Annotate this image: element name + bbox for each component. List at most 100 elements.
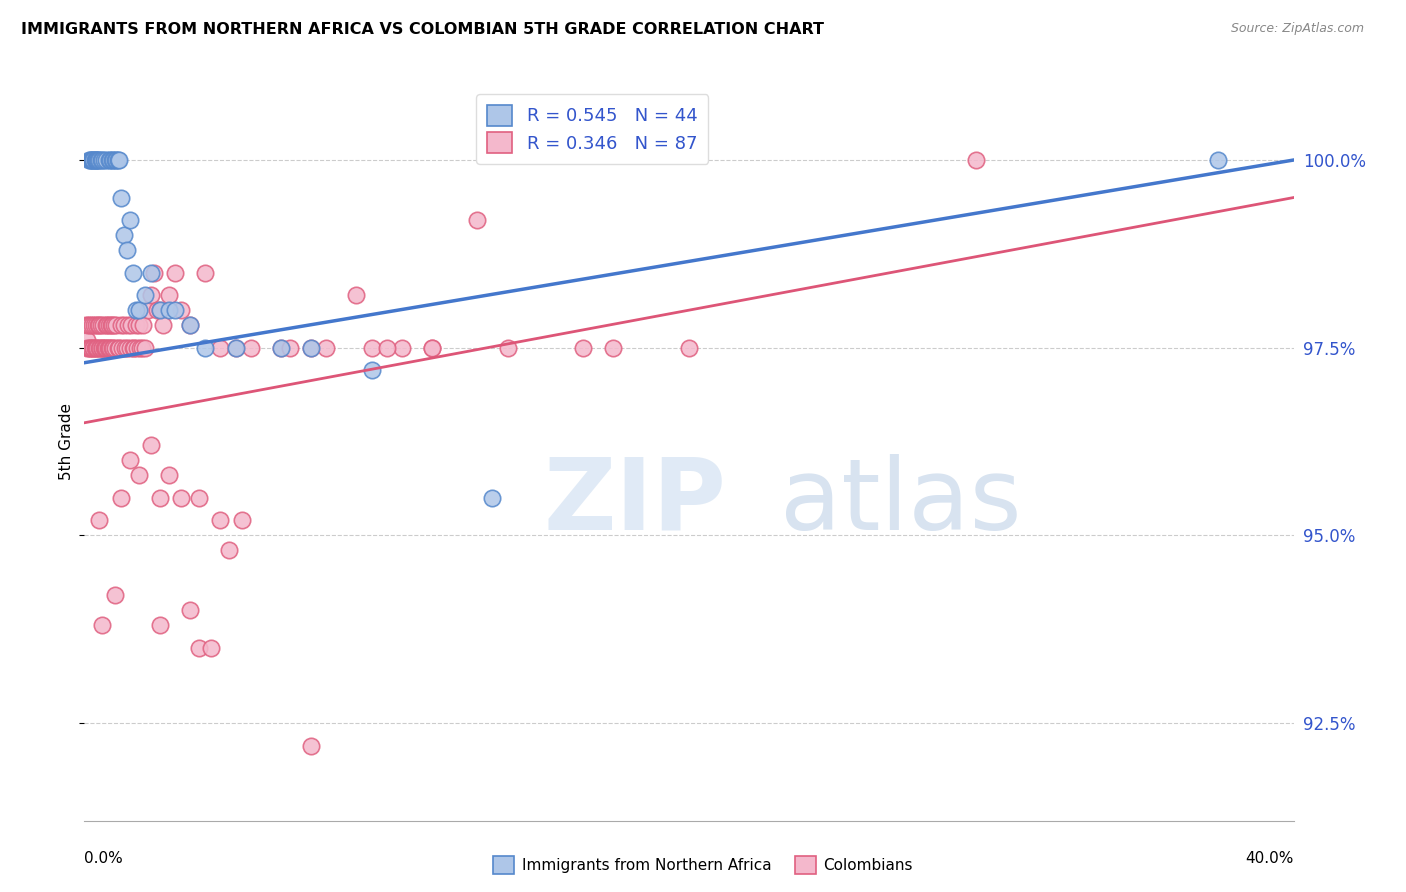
Text: Source: ZipAtlas.com: Source: ZipAtlas.com: [1230, 22, 1364, 36]
Text: 40.0%: 40.0%: [1246, 851, 1294, 866]
Point: [110, 491, 132, 505]
Point: [121, 341, 143, 355]
Point: [90, 153, 112, 167]
Point: [127, 341, 149, 355]
Point: [391, 341, 413, 355]
Point: [82, 341, 104, 355]
Point: [115, 341, 138, 355]
Point: [76, 341, 98, 355]
Point: [118, 453, 141, 467]
Point: [194, 341, 217, 355]
Point: [157, 468, 180, 483]
Point: [139, 438, 162, 452]
Point: [134, 288, 156, 302]
Point: [94, 341, 117, 355]
Point: [149, 618, 172, 632]
Text: atlas: atlas: [780, 454, 1021, 550]
Point: [82, 153, 104, 167]
Point: [134, 341, 156, 355]
Point: [132, 318, 155, 333]
Point: [420, 341, 443, 355]
Point: [114, 341, 136, 355]
Point: [146, 303, 169, 318]
Point: [108, 153, 131, 167]
Point: [128, 303, 150, 318]
Point: [112, 318, 135, 333]
Point: [84, 153, 107, 167]
Point: [77, 153, 100, 167]
Point: [209, 341, 232, 355]
Point: [209, 513, 232, 527]
Point: [91, 318, 114, 333]
Point: [299, 341, 322, 355]
Point: [965, 153, 987, 167]
Point: [101, 341, 124, 355]
Point: [93, 153, 115, 167]
Point: [239, 341, 262, 355]
Point: [122, 341, 145, 355]
Point: [218, 543, 240, 558]
Point: [115, 243, 138, 257]
Point: [100, 341, 122, 355]
Point: [105, 153, 128, 167]
Point: [678, 341, 700, 355]
Point: [110, 318, 132, 333]
Point: [83, 318, 105, 333]
Point: [270, 341, 292, 355]
Point: [91, 618, 114, 632]
Point: [157, 288, 180, 302]
Point: [87, 318, 110, 333]
Point: [165, 266, 187, 280]
Point: [86, 341, 108, 355]
Point: [131, 341, 153, 355]
Point: [128, 318, 150, 333]
Legend: R = 0.545   N = 44, R = 0.346   N = 87: R = 0.545 N = 44, R = 0.346 N = 87: [477, 95, 709, 164]
Point: [170, 491, 193, 505]
Point: [86, 153, 108, 167]
Point: [79, 153, 101, 167]
Point: [84, 318, 107, 333]
Point: [84, 341, 107, 355]
Point: [602, 341, 624, 355]
Point: [136, 303, 159, 318]
Point: [79, 318, 101, 333]
Point: [93, 341, 115, 355]
Point: [139, 288, 162, 302]
Point: [94, 341, 117, 355]
Point: [104, 341, 127, 355]
Point: [121, 266, 143, 280]
Point: [125, 303, 148, 318]
Point: [270, 341, 292, 355]
Point: [97, 341, 120, 355]
Point: [1206, 153, 1229, 167]
Point: [112, 228, 135, 243]
Point: [100, 153, 122, 167]
Point: [110, 190, 132, 204]
Point: [89, 153, 111, 167]
Point: [91, 153, 114, 167]
Point: [87, 153, 110, 167]
Point: [118, 213, 141, 227]
Point: [179, 603, 201, 617]
Point: [231, 513, 253, 527]
Y-axis label: 5th Grade: 5th Grade: [59, 403, 73, 480]
Point: [142, 266, 165, 280]
Point: [149, 303, 172, 318]
Point: [225, 341, 247, 355]
Point: [89, 513, 111, 527]
Point: [86, 153, 108, 167]
Point: [360, 363, 382, 377]
Point: [179, 318, 201, 333]
Point: [299, 341, 322, 355]
Point: [89, 318, 111, 333]
Point: [101, 153, 124, 167]
Point: [87, 341, 110, 355]
Point: [80, 341, 103, 355]
Point: [80, 153, 103, 167]
Point: [170, 303, 193, 318]
Point: [467, 213, 489, 227]
Point: [188, 491, 211, 505]
Point: [129, 341, 152, 355]
Point: [77, 318, 100, 333]
Point: [94, 318, 117, 333]
